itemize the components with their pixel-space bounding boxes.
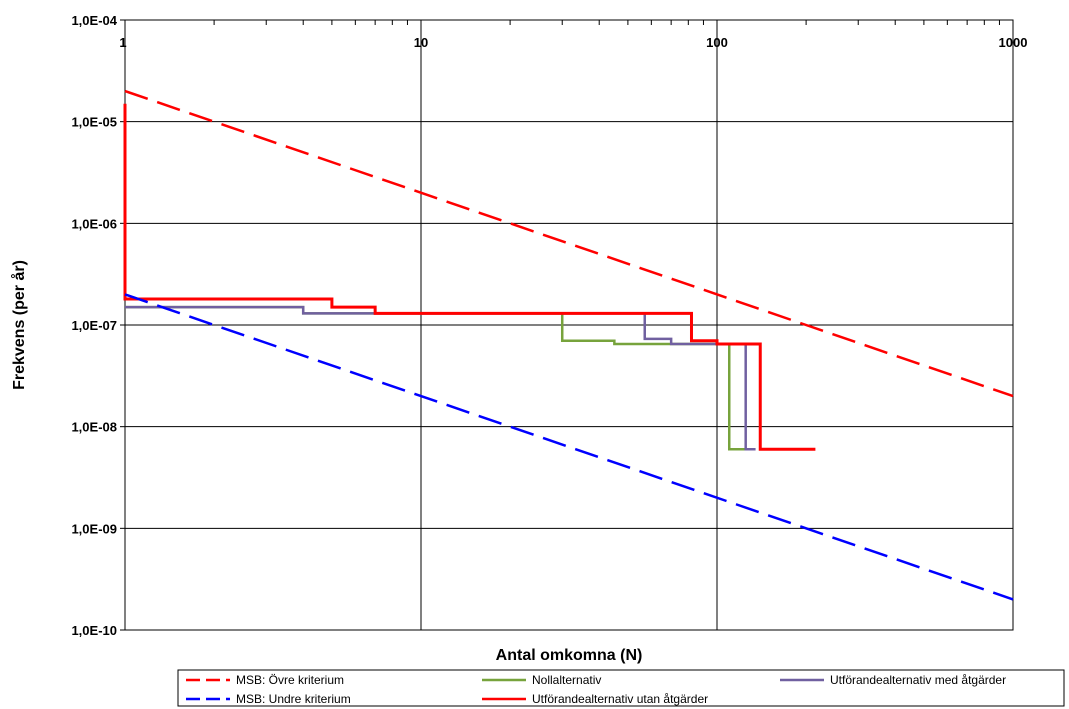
tick-labels: 1,0E-04 1,0E-05 1,0E-06 1,0E-07 1,0E-08 1,0E-… [71, 13, 1027, 638]
y-tick-label: 1,0E-06 [71, 216, 117, 231]
legend-label: MSB: Övre kriterium [236, 673, 344, 687]
x-tick-label: 10 [414, 35, 428, 50]
series-line [124, 293, 1014, 601]
x-tick-label: 1 [119, 35, 126, 50]
series-line [125, 305, 756, 451]
x-tick-label: 100 [706, 35, 728, 50]
y-tick-label: 1,0E-08 [71, 420, 117, 435]
y-tick-label: 1,0E-09 [71, 521, 117, 536]
plot-border [124, 19, 1014, 631]
series-line [123, 103, 816, 451]
y-tick-label: 1,0E-04 [71, 13, 117, 28]
y-axis-label: Frekvens (per år) [10, 260, 28, 390]
y-tick-label: 1,0E-07 [71, 318, 117, 333]
x-tick-label: 1000 [999, 35, 1028, 50]
axes [120, 19, 1014, 631]
y-tick-label: 1,0E-05 [71, 115, 117, 130]
x-axis-label: Antal omkomna (N) [496, 647, 643, 664]
legend-label: Utförandealternativ utan åtgärder [532, 692, 708, 706]
legend-label: MSB: Undre kriterium [236, 692, 351, 706]
series-line [124, 89, 1014, 398]
y-tick-label: 1,0E-10 [71, 623, 117, 638]
legend-box [177, 669, 1065, 707]
series-lines [123, 89, 1014, 601]
legend: MSB: Övre kriterium MSB: Undre kriterium N… [186, 673, 1006, 706]
legend-label: Nollalternativ [532, 673, 601, 687]
legend-label: Utförandealternativ med åtgärder [830, 673, 1006, 687]
